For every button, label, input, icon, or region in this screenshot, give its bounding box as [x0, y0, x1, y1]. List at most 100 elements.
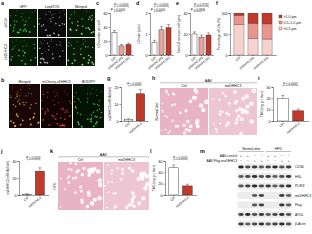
texture	[60, 44, 61, 45]
image	[38, 9, 66, 37]
texture	[11, 56, 13, 58]
texture	[194, 90, 198, 94]
texture	[50, 40, 52, 42]
band	[245, 223, 251, 226]
tick: 20	[159, 182, 165, 186]
texture	[89, 28, 91, 30]
tick-mark	[229, 55, 231, 56]
blot-strip	[238, 183, 293, 190]
texture	[63, 91, 65, 93]
texture	[22, 120, 24, 122]
texture	[87, 102, 88, 103]
texture	[83, 44, 84, 45]
texture	[22, 102, 23, 103]
image-frame	[209, 88, 257, 135]
texture	[55, 96, 56, 97]
texture	[18, 99, 19, 100]
tick: 20	[13, 177, 19, 181]
band	[272, 223, 278, 226]
texture	[189, 100, 193, 104]
texture	[24, 52, 25, 53]
texture	[141, 196, 145, 200]
texture	[39, 47, 40, 48]
error-bar	[186, 184, 189, 186]
x-axis: CtrlshDHHC3#1shDHHC3#2	[231, 55, 277, 71]
x-axis: CtrlshDHHC3#1shDHHC3#2	[107, 55, 133, 71]
plot-area	[23, 168, 45, 195]
texture	[55, 23, 56, 24]
texture	[37, 122, 39, 124]
texture	[41, 90, 43, 92]
texture	[50, 21, 51, 22]
tick: mzDHHC3	[27, 195, 42, 209]
texture	[23, 55, 25, 57]
texture	[83, 57, 85, 59]
texture	[24, 28, 26, 30]
error-bar	[281, 96, 284, 99]
tick-label: 0	[15, 194, 17, 198]
label: LD number per cell	[97, 20, 101, 47]
texture	[216, 131, 218, 133]
chart: 0204060CtrlmzDHHC3TAG (mg g⁻¹ liver)P < …	[152, 156, 197, 209]
tick-mark	[120, 87, 122, 88]
texture	[88, 55, 90, 57]
texture	[46, 42, 48, 44]
band	[252, 185, 258, 188]
texture	[45, 111, 47, 113]
tick-label: Ctrl	[124, 122, 131, 129]
texture	[90, 121, 92, 123]
texture	[166, 90, 168, 92]
texture	[13, 27, 15, 29]
texture	[81, 33, 83, 35]
texture	[26, 95, 27, 96]
band	[286, 185, 292, 188]
texture	[25, 102, 26, 103]
texture	[40, 58, 42, 60]
texture	[87, 118, 89, 120]
plot-area	[277, 96, 303, 122]
label: Normal diet	[155, 103, 159, 121]
band	[272, 175, 278, 178]
texture	[99, 109, 100, 110]
tick: 0	[269, 120, 273, 124]
band	[279, 166, 285, 169]
image-frame	[41, 84, 72, 128]
image-frame	[9, 84, 40, 128]
texture	[141, 173, 145, 177]
texture	[14, 20, 15, 21]
texture	[128, 166, 131, 169]
texture	[41, 53, 42, 54]
texture	[64, 118, 66, 120]
texture	[85, 27, 87, 29]
texture	[179, 111, 182, 114]
band	[279, 223, 285, 226]
texture	[50, 39, 52, 41]
label: AAV-Flag-mzDHHC3	[206, 159, 237, 163]
band	[259, 194, 265, 197]
texture	[121, 168, 124, 171]
image	[38, 38, 66, 66]
band	[259, 223, 265, 226]
texture	[25, 30, 27, 32]
bar	[192, 34, 197, 55]
band	[265, 185, 271, 188]
texture	[98, 105, 99, 106]
texture	[26, 45, 27, 46]
panel-letter: l	[150, 148, 152, 154]
tick-mark	[229, 34, 231, 35]
texture	[213, 123, 215, 125]
texture	[94, 104, 95, 105]
band	[286, 166, 292, 169]
axis-line	[164, 162, 166, 196]
label: P < 0.0001	[154, 3, 169, 7]
tick: 40	[159, 171, 165, 175]
texture	[39, 18, 40, 19]
plot-area	[192, 32, 211, 55]
texture	[80, 48, 81, 49]
band	[252, 213, 258, 216]
image	[58, 162, 103, 210]
texture	[69, 28, 71, 30]
texture	[195, 119, 199, 123]
texture	[87, 168, 91, 172]
tick-label: Ctrl	[23, 196, 30, 203]
